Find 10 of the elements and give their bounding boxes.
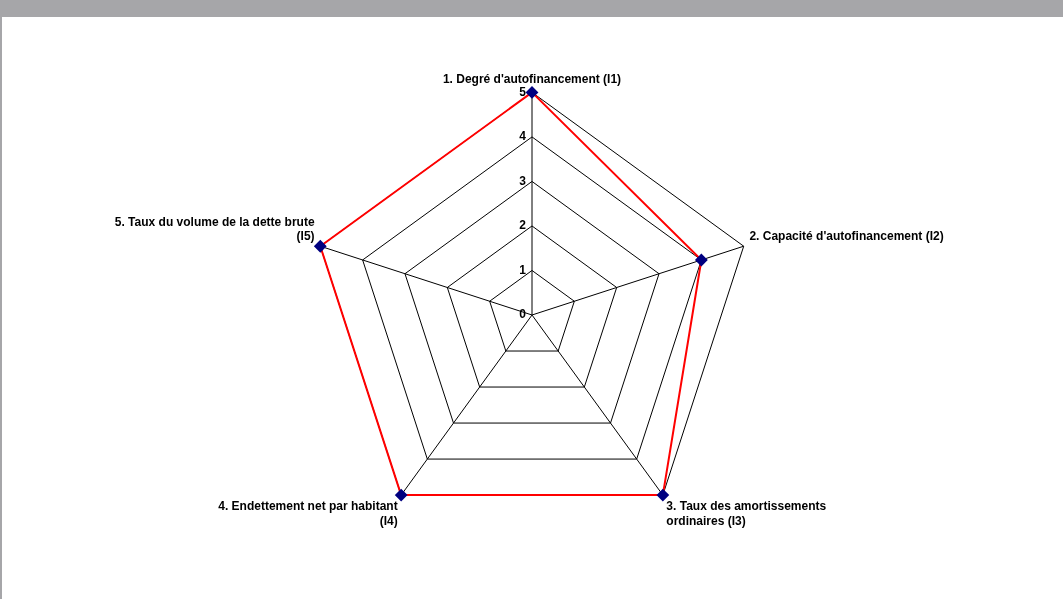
y-tick-label: 4 — [519, 129, 527, 144]
y-tick-label: 1 — [519, 262, 527, 277]
y-tick-label: 5 — [519, 84, 527, 99]
spoke-label: 5. Taux du volume de la dette brute (I5) — [114, 215, 315, 244]
spoke-label: 3. Taux des amortissements ordinaires (I3) — [666, 499, 827, 528]
spoke-label: 4. Endettement net par habitant (I4) — [218, 499, 398, 528]
y-tick-label: 2 — [519, 218, 527, 233]
y-tick-label: 3 — [519, 173, 527, 188]
spoke-label: 2. Capacité d'autofinancement (I2) — [749, 229, 944, 244]
spoke-label: 1. Degré d'autofinancement (I1) — [442, 71, 622, 86]
